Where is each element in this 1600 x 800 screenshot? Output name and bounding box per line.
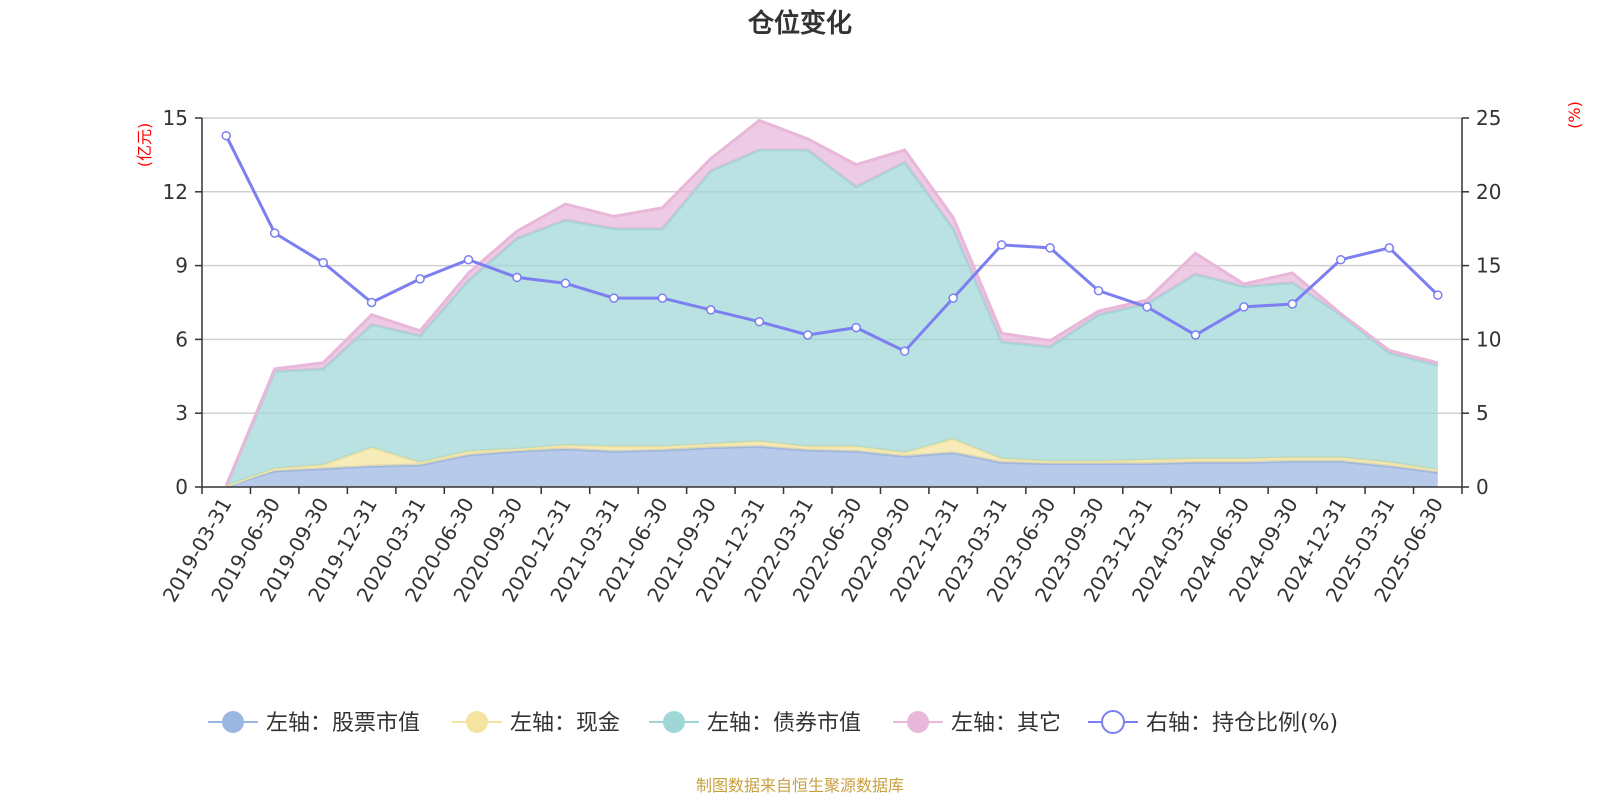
ratio-point [899, 346, 910, 356]
ratio-point [366, 297, 377, 308]
legend-label: 右轴：持仓比例(%) [1146, 711, 1338, 736]
area-左轴：股票市值 [226, 446, 1438, 487]
ratio-point [512, 272, 522, 283]
right-tick-label: 0 [1476, 475, 1489, 499]
chart-title: 仓位变化 [747, 8, 852, 39]
ratio-point [948, 293, 958, 303]
ratio-point [1239, 302, 1249, 312]
area-series [224, 118, 1439, 488]
left-tick-label: 3 [175, 401, 188, 425]
x-axis-ticks: 2019-03-312019-06-302019-09-302019-12-31… [158, 494, 1449, 607]
left-axis-unit: (亿元) [135, 123, 154, 168]
ratio-point [851, 322, 861, 333]
left-tick-label: 12 [163, 180, 188, 204]
ratio-point [754, 316, 765, 327]
ratio-point [1045, 243, 1055, 253]
right-tick-label: 15 [1476, 254, 1501, 278]
right-tick-label: 5 [1476, 401, 1489, 425]
ratio-point [1142, 302, 1152, 312]
legend-label: 左轴：股票市值 [266, 711, 420, 736]
ratio-point [657, 293, 668, 303]
ratio-line-series [221, 130, 1443, 356]
area-左轴：现金 [226, 439, 1438, 486]
left-axis-ticks: 0 3 6 9 12 15 [163, 106, 202, 499]
left-tick-label: 6 [175, 327, 188, 351]
ratio-point [415, 274, 425, 284]
ratio-point [1336, 254, 1346, 265]
ratio-point [1287, 299, 1298, 309]
left-tick-label: 0 [175, 475, 188, 499]
ratio-point [996, 240, 1007, 250]
legend-marker [663, 711, 685, 733]
legend-marker [1101, 710, 1125, 734]
right-tick-label: 20 [1476, 180, 1501, 204]
legend: 左轴：股票市值 左轴：现金 左轴：债券市值 左轴：其它 右轴：持仓比例(%) [208, 710, 1338, 736]
ratio-point [1093, 285, 1104, 296]
ratio-point [706, 305, 716, 315]
ratio-point [609, 293, 619, 303]
axes [201, 118, 1463, 494]
ratio-point [463, 254, 474, 265]
ratio-point [803, 330, 813, 340]
ratio-line [224, 135, 1439, 354]
left-tick-label: 15 [163, 106, 188, 130]
ratio-point [269, 228, 280, 238]
right-axis-unit: (%) [1565, 101, 1584, 129]
area-左轴：债券市值 [226, 150, 1438, 486]
legend-marker [222, 711, 244, 733]
data-source-note: 制图数据来自恒生聚源数据库 [696, 776, 904, 795]
ratio-point [1190, 330, 1201, 340]
area-edge-左轴：其它 [224, 118, 1439, 487]
right-tick-label: 10 [1476, 327, 1501, 351]
legend-label: 左轴：现金 [510, 711, 620, 736]
left-tick-label: 9 [175, 254, 188, 278]
legend-marker [907, 711, 929, 733]
ratio-point [221, 130, 231, 141]
legend-label: 左轴：债券市值 [707, 711, 861, 736]
ratio-point [1433, 290, 1443, 300]
ratio-point [1384, 243, 1395, 253]
right-axis-ticks: 0 5 10 15 20 25 [1462, 106, 1501, 499]
legend-marker [466, 711, 488, 733]
legend-label: 左轴：其它 [951, 711, 1061, 736]
ratio-point [560, 278, 571, 289]
ratio-point [318, 257, 328, 268]
right-tick-label: 25 [1476, 106, 1501, 130]
